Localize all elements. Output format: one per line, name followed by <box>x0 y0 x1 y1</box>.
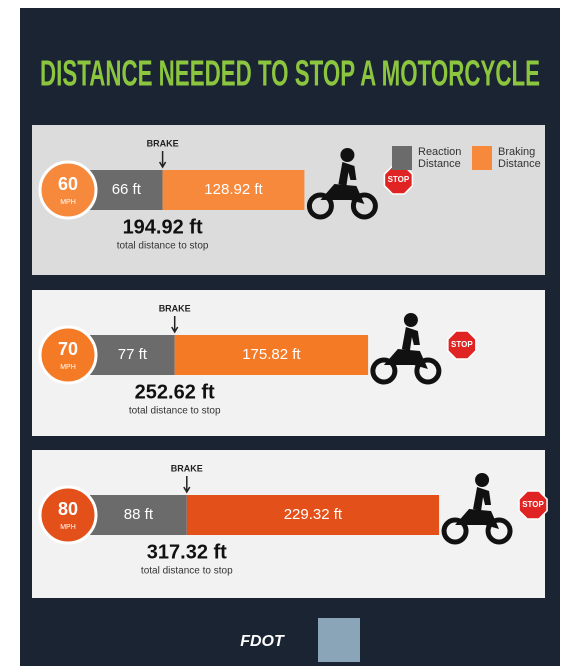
chart-title: DISTANCE NEEDED TO STOP A MOTORCYCLE <box>40 53 540 94</box>
total-label: 252.62 ft <box>135 381 215 403</box>
legend-swatch <box>392 146 412 170</box>
infographic: DISTANCE NEEDED TO STOP A MOTORCYCLE FDO… <box>0 0 568 666</box>
rider-head <box>404 313 418 327</box>
stop-label: STOP <box>522 500 544 509</box>
speed-unit: MPH <box>60 524 76 531</box>
value-label: 77 ft <box>118 346 148 363</box>
legend-swatch <box>472 146 492 170</box>
speed-value: 80 <box>58 499 78 519</box>
brake-label: BRAKE <box>171 463 203 473</box>
speed-unit: MPH <box>60 199 76 206</box>
value-label: 128.92 ft <box>204 181 263 198</box>
total-label: 194.92 ft <box>123 216 203 238</box>
legend-label: Reaction Distance <box>418 146 461 170</box>
legend-entry: Braking Distance <box>472 146 560 170</box>
rider-head <box>475 473 489 487</box>
value-label: 66 ft <box>112 181 142 198</box>
total-caption: total distance to stop <box>129 406 221 417</box>
value-label: 175.82 ft <box>242 346 301 363</box>
total-label: 317.32 ft <box>147 541 227 563</box>
stop-label: STOP <box>388 175 410 184</box>
brake-label: BRAKE <box>159 303 191 313</box>
speed-value: 70 <box>58 339 78 359</box>
footer-emblem <box>318 618 360 662</box>
footer-logo: FDOT <box>240 633 285 650</box>
value-label: 88 ft <box>124 506 154 523</box>
legend-label: Braking Distance <box>498 146 541 170</box>
speed-value: 60 <box>58 174 78 194</box>
stop-label: STOP <box>451 340 473 349</box>
total-caption: total distance to stop <box>117 241 209 252</box>
brake-label: BRAKE <box>147 138 179 148</box>
total-caption: total distance to stop <box>141 566 233 577</box>
rider-head <box>340 148 354 162</box>
chart: DISTANCE NEEDED TO STOP A MOTORCYCLE FDO… <box>0 0 568 666</box>
legend-entry: Reaction Distance <box>392 146 480 170</box>
speed-unit: MPH <box>60 364 76 371</box>
value-label: 229.32 ft <box>284 506 343 523</box>
